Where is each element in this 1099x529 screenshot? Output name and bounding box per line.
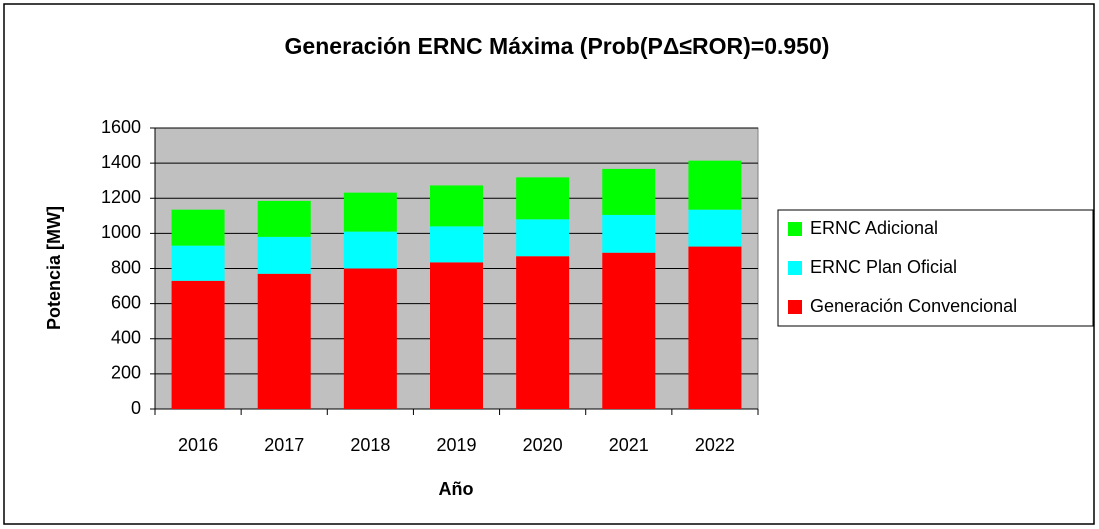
bar-segment	[343, 268, 397, 409]
bar-segment	[430, 262, 483, 409]
bar-segment	[688, 160, 742, 210]
legend-label: ERNC Adicional	[810, 218, 938, 238]
bar-segment	[171, 280, 225, 409]
bar-segment	[688, 246, 742, 409]
bar-segment	[257, 200, 311, 237]
y-tick-label: 800	[111, 257, 141, 277]
bar-segment	[602, 252, 656, 409]
x-tick-label: 2022	[695, 435, 735, 455]
legend-label: ERNC Plan Oficial	[810, 257, 957, 277]
y-tick-label: 1400	[101, 152, 141, 172]
bar-segment	[343, 192, 397, 232]
y-tick-label: 0	[131, 398, 141, 418]
bar-segment	[171, 209, 225, 246]
legend-swatch	[788, 261, 802, 275]
y-tick-label: 1200	[101, 187, 141, 207]
x-tick-label: 2020	[523, 435, 563, 455]
bar-segment	[516, 219, 570, 257]
bar-segment	[516, 177, 570, 220]
bar-segment	[257, 236, 311, 274]
bar-segment	[688, 209, 742, 247]
bar-segment	[430, 226, 483, 263]
legend-swatch	[788, 222, 802, 236]
bar-segment	[430, 185, 483, 227]
bar-segment	[602, 214, 656, 253]
bar-segment	[171, 245, 225, 281]
bar-segment	[257, 273, 311, 409]
x-tick-label: 2021	[609, 435, 649, 455]
x-tick-label: 2018	[350, 435, 390, 455]
legend-label: Generación Convencional	[810, 296, 1017, 316]
y-tick-label: 200	[111, 363, 141, 383]
legend-swatch	[788, 300, 802, 314]
legend	[777, 209, 1094, 327]
x-tick-label: 2017	[264, 435, 304, 455]
y-tick-label: 400	[111, 328, 141, 348]
bar-segment	[343, 231, 397, 269]
x-axis-label: Año	[439, 479, 474, 499]
y-axis-label: Potencia [MW]	[44, 206, 64, 330]
y-tick-label: 1000	[101, 222, 141, 242]
x-tick-label: 2016	[178, 435, 218, 455]
chart-title: Generación ERNC Máxima (Prob(PΔ≤ROR)=0.9…	[285, 33, 830, 59]
bar-segment	[602, 168, 656, 215]
y-tick-label: 1600	[101, 117, 141, 137]
bar-segment	[516, 256, 570, 409]
x-tick-label: 2019	[436, 435, 476, 455]
y-tick-label: 600	[111, 292, 141, 312]
